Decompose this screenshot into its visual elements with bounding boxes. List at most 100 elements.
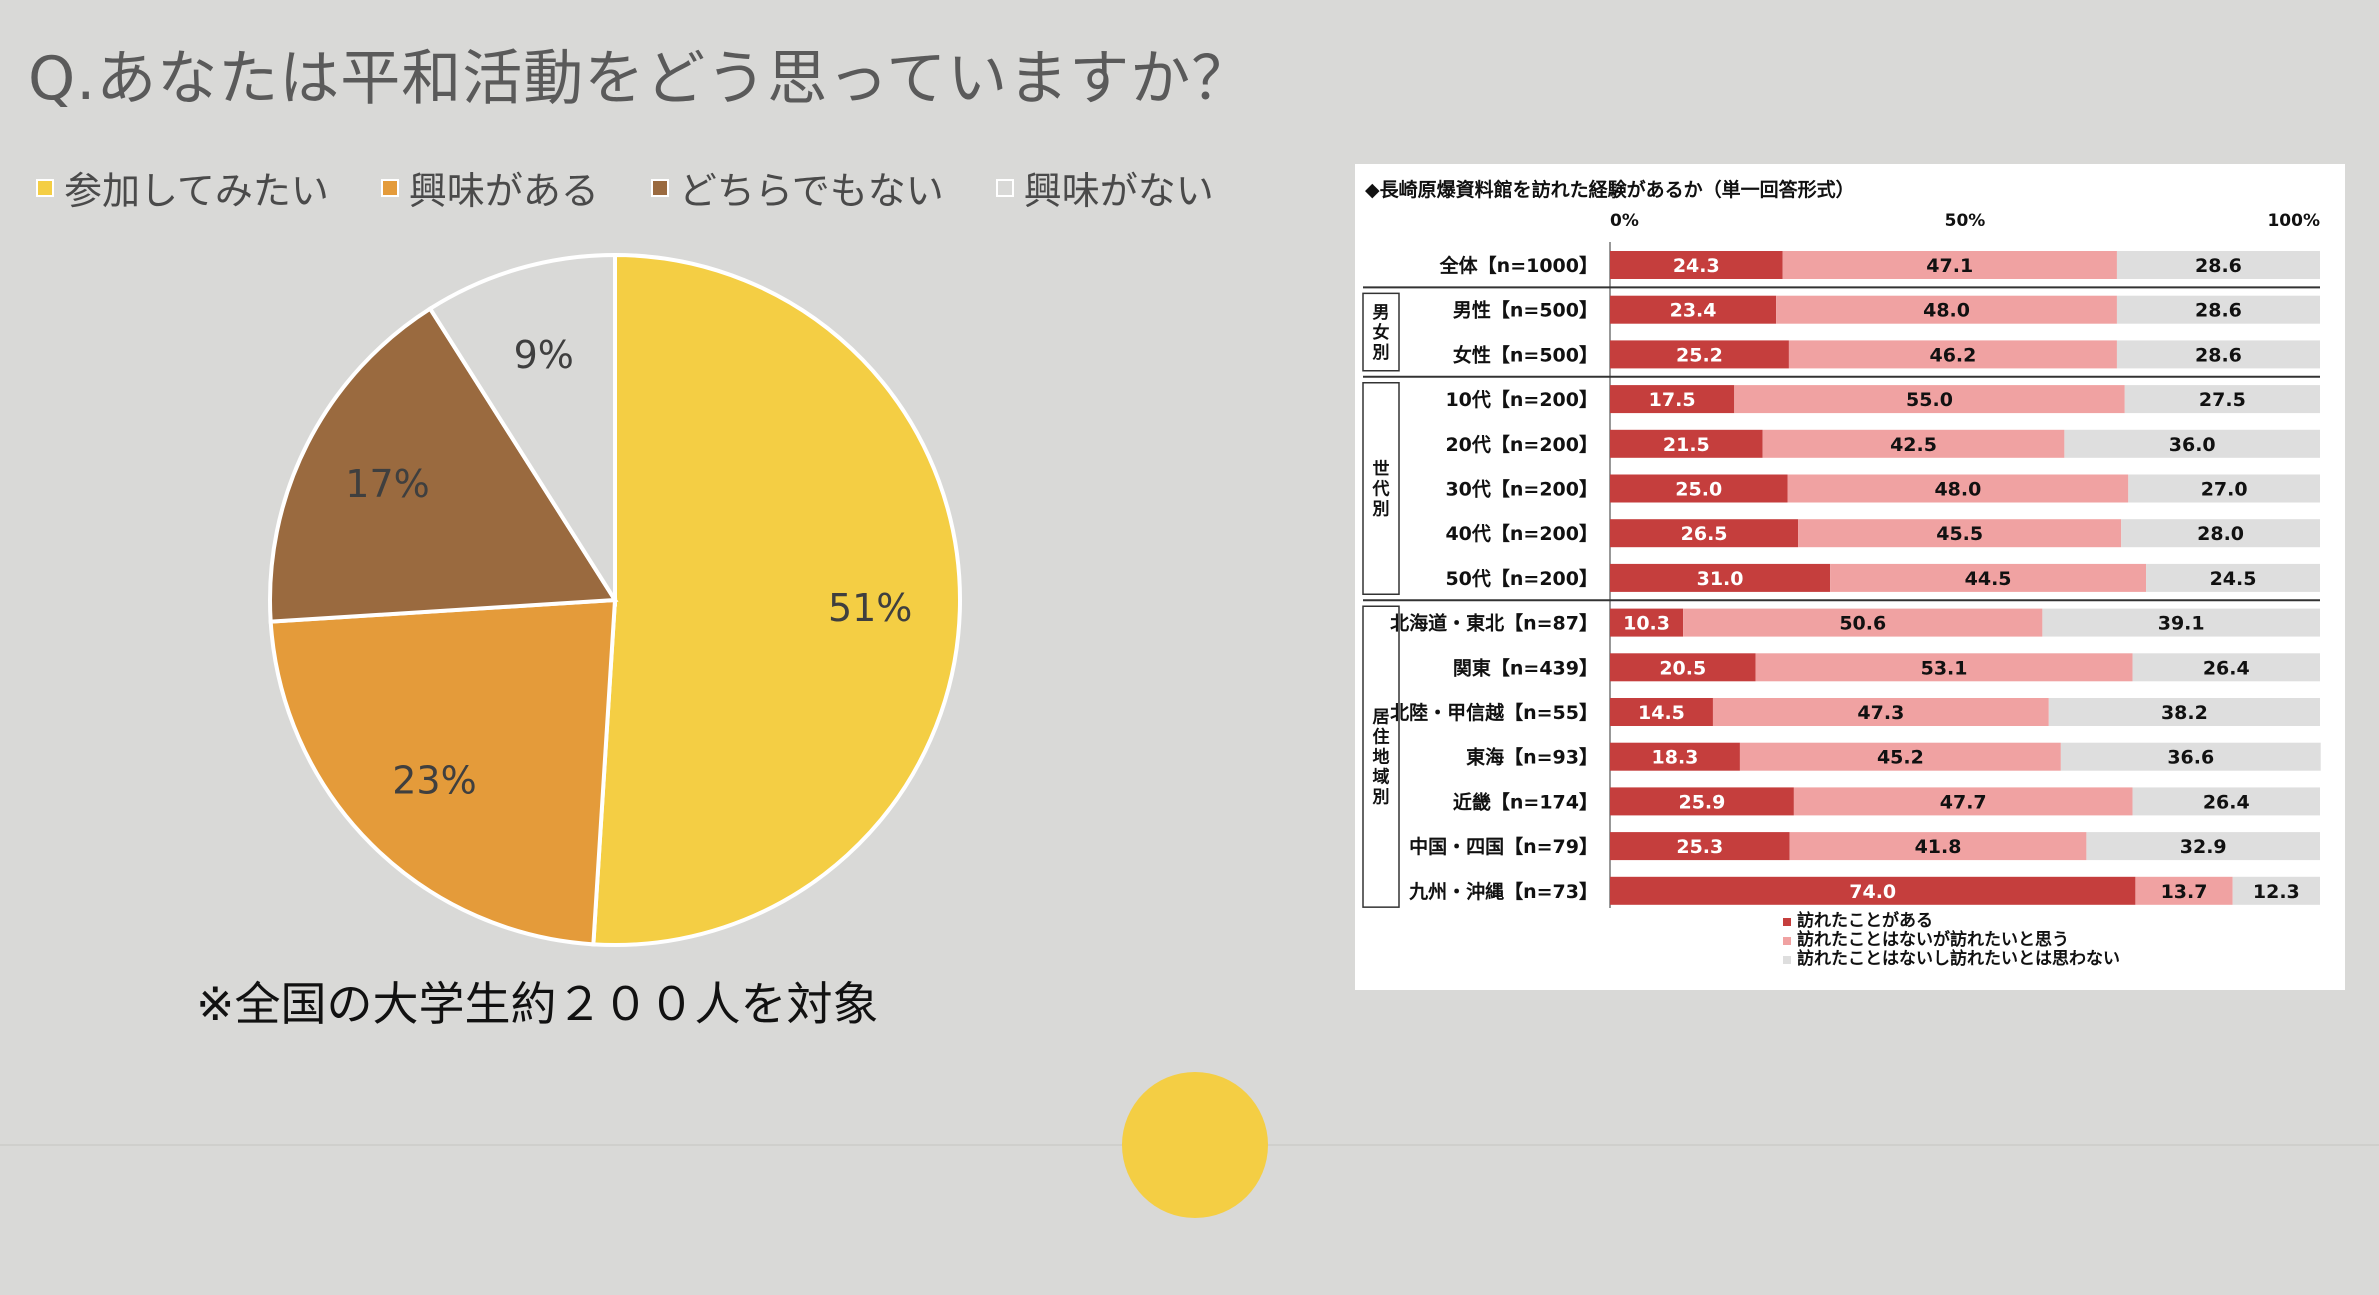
bar-segment-訪れたことはないが訪れたいと思う	[1789, 832, 2087, 861]
bar-segment-訪れたことはないし訪れたいとは思わない	[2086, 832, 2320, 861]
bar-segment-訪れたことはないが訪れたいと思う	[1739, 742, 2061, 771]
bar-row-label: 中国・四国【n=79】	[1409, 835, 1598, 858]
bar-segment-訪れたことはないし訪れたいとは思わない	[2116, 295, 2320, 324]
bar-segment-訪れたことはないが訪れたいと思う	[1683, 608, 2043, 637]
bar-segment-訪れたことはないし訪れたいとは思わない	[2060, 742, 2321, 771]
bar-segment-訪れたことがある	[1610, 653, 1756, 682]
bar-value-label: 48.0	[1934, 479, 1981, 501]
bar-group-label: 男女別	[1372, 303, 1390, 363]
bar-axis-tick-2: 100%	[2267, 211, 2320, 231]
bar-segment-訪れたことがある	[1610, 385, 1735, 414]
bar-row-label: 九州・沖縄【n=73】	[1408, 880, 1598, 903]
bar-segment-訪れたことがある	[1610, 832, 1790, 861]
bar-value-label: 42.5	[1890, 434, 1937, 456]
pie-legend-item: 興味がある	[380, 160, 599, 215]
pie-legend-label-1: 興味がある	[408, 169, 599, 213]
bar-segment-訪れたことはないし訪れたいとは思わない	[2146, 563, 2320, 592]
pie-slice-label-1: 23%	[392, 759, 476, 803]
bar-segment-訪れたことはないし訪れたいとは思わない	[2121, 519, 2320, 548]
bar-value-label: 39.1	[2158, 613, 2205, 635]
bar-value-label: 26.4	[2203, 791, 2250, 813]
bar-segment-訪れたことはないが訪れたいと思う	[1830, 563, 2147, 592]
bar-value-label: 28.6	[2195, 344, 2242, 366]
bar-row-label: 北海道・東北【n=87】	[1390, 612, 1598, 635]
bar-legend-label-1: 訪れたことはないが訪れたいと思う	[1797, 929, 2069, 950]
pie-legend-swatch-2	[650, 178, 669, 197]
bar-row-label: 近畿【n=174】	[1453, 790, 1598, 813]
bar-value-label: 45.2	[1877, 747, 1924, 769]
bar-value-label: 48.0	[1923, 300, 1970, 322]
bar-value-label: 17.5	[1649, 389, 1696, 411]
bar-value-label: 36.6	[2167, 747, 2214, 769]
bar-value-label: 24.5	[2210, 568, 2257, 590]
bar-value-label: 47.3	[1857, 702, 1904, 724]
pie-legend-swatch-0	[36, 178, 54, 197]
pie-legend-swatch-1	[380, 178, 399, 197]
bar-axis-tick-1: 50%	[1945, 211, 1986, 231]
bar-segment-訪れたことはないが訪れたいと思う	[1712, 698, 2049, 726]
bar-group-bracket	[1362, 382, 1400, 595]
bar-value-label: 38.2	[2161, 702, 2208, 724]
bar-segment-訪れたことはないが訪れたいと思う	[1776, 295, 2117, 324]
bar-group-label: 居住地域別	[1372, 708, 1390, 808]
bar-value-label: 25.0	[1675, 479, 1722, 501]
pie-legend-label-0: 参加してみたい	[64, 169, 329, 213]
bar-row-label: 20代【n=200】	[1445, 433, 1598, 456]
bar-value-label: 44.5	[1965, 568, 2012, 590]
page-title: Q.あなたは平和活動をどう思っていますか？	[28, 44, 1253, 114]
bar-value-label: 50.6	[1839, 613, 1886, 635]
bar-value-label: 21.5	[1663, 434, 1710, 456]
bar-segment-訪れたことがある	[1610, 340, 1789, 369]
bar-value-label: 18.3	[1652, 747, 1699, 769]
bar-value-label: 31.0	[1697, 568, 1744, 590]
bar-value-label: 13.7	[2161, 881, 2208, 903]
bar-row-label: 全体【n=1000】	[1439, 254, 1598, 277]
pie-legend-label-2: どちらでもない	[678, 169, 944, 213]
pie-legend-label-3: 興味がない	[1023, 169, 1214, 213]
bar-value-label: 46.2	[1929, 344, 1976, 366]
bar-segment-訪れたことはないし訪れたいとは思わない	[2132, 787, 2320, 816]
bar-segment-訪れたことがある	[1610, 787, 1794, 816]
pie-slice-label-0: 51%	[828, 586, 912, 630]
bar-value-label: 12.3	[2253, 881, 2300, 903]
bar-segment-訪れたことはないが訪れたいと思う	[1798, 519, 2122, 548]
pie-chart: 51% 23% 17% 9%	[268, 252, 962, 947]
bar-group-bracket	[1362, 605, 1400, 908]
bar-segment-訪れたことはないが訪れたいと思う	[1734, 385, 2125, 414]
bar-value-label: 47.1	[1926, 255, 1973, 277]
bar-row-label: 10代【n=200】	[1445, 388, 1598, 411]
pie-slice-1	[268, 597, 618, 947]
pie-legend-item: どちらでもない	[650, 160, 944, 215]
bar-segment-訪れたことはないし訪れたいとは思わない	[2116, 251, 2320, 279]
bar-value-label: 47.7	[1940, 791, 1987, 813]
bar-segment-訪れたことがある	[1610, 429, 1763, 458]
bar-segment-訪れたことがある	[1610, 474, 1788, 503]
bar-group-label: 世代別	[1372, 460, 1390, 520]
bar-segment-訪れたことがある	[1610, 608, 1684, 637]
bar-value-label: 10.3	[1623, 613, 1670, 635]
bar-row-label: 30代【n=200】	[1445, 478, 1598, 501]
bar-value-label: 14.5	[1638, 702, 1685, 724]
bar-value-label: 32.9	[2180, 836, 2227, 858]
survey-note: ※全国の大学生約２００人を対象	[196, 977, 879, 1031]
bar-legend-swatch-0	[1783, 918, 1791, 926]
bar-value-label: 53.1	[1921, 657, 1968, 679]
bar-segment-訪れたことはないが訪れたいと思う	[2135, 876, 2233, 905]
bar-value-label: 27.0	[2201, 479, 2248, 501]
bar-value-label: 25.9	[1678, 791, 1725, 813]
bar-segment-訪れたことはないし訪れたいとは思わない	[2128, 474, 2320, 503]
bar-value-label: 20.5	[1659, 657, 1706, 679]
bar-legend-swatch-2	[1783, 956, 1791, 964]
bar-row-label: 関東【n=439】	[1453, 656, 1598, 679]
pie-legend-item: 参加してみたい	[36, 160, 329, 215]
bar-legend-label-2: 訪れたことはないし訪れたいとは思わない	[1797, 948, 2120, 969]
bar-value-label: 45.5	[1936, 523, 1983, 545]
pie-legend-swatch-3	[995, 178, 1014, 197]
bar-value-label: 55.0	[1906, 389, 1953, 411]
bar-segment-訪れたことはないが訪れたいと思う	[1788, 340, 2117, 369]
bar-segment-訪れたことがある	[1610, 876, 2136, 905]
bar-segment-訪れたことはないが訪れたいと思う	[1782, 251, 2117, 279]
bar-segment-訪れたことはないが訪れたいと思う	[1755, 653, 2133, 682]
bar-row-label: 40代【n=200】	[1445, 522, 1598, 545]
bar-segment-訪れたことはないし訪れたいとは思わない	[2132, 653, 2320, 682]
